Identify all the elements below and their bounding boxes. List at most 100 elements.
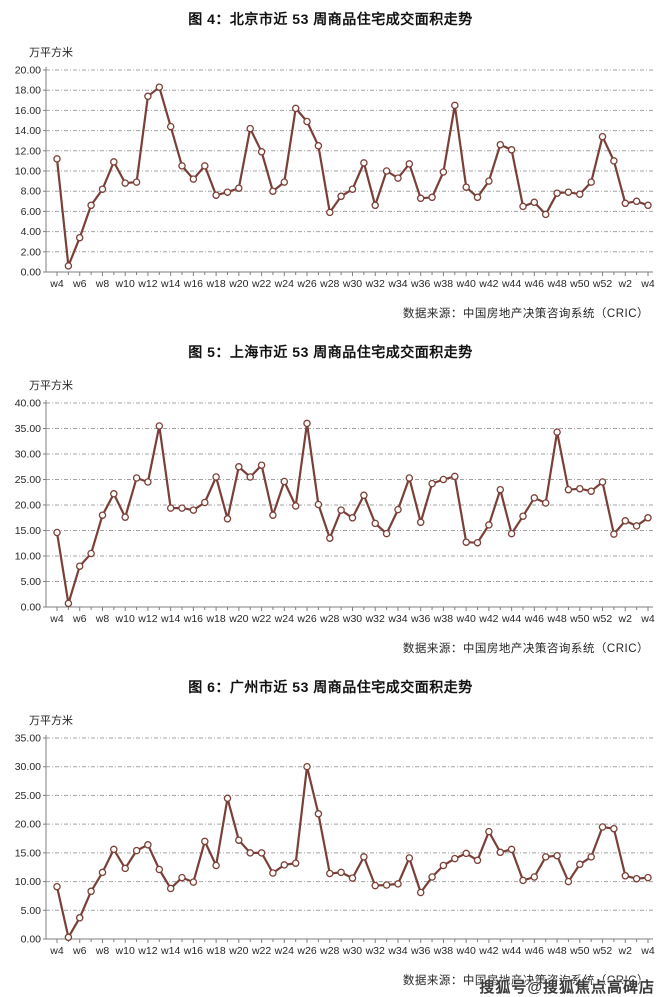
- data-point-marker: [257, 849, 266, 857]
- data-point-marker: [303, 762, 311, 771]
- data-point-marker: [280, 477, 289, 486]
- figure-beijing: 图 4：北京市近 53 周商品住宅成交面积走势 万平方米 0.00 2.00 4.0…: [0, 0, 661, 321]
- chart-title-beijing: 图 4：北京市近 53 周商品住宅成交面积走势: [188, 11, 473, 27]
- x-tick-label: w20: [228, 945, 248, 957]
- data-point-marker: [132, 846, 141, 855]
- x-tick-label: w22: [251, 945, 271, 957]
- data-point-marker: [405, 474, 414, 482]
- x-tick-label: w50: [569, 278, 589, 290]
- data-point-marker: [530, 198, 539, 207]
- data-point-marker: [98, 868, 107, 877]
- data-point-marker: [553, 851, 561, 860]
- x-tick-label: w16: [183, 613, 203, 625]
- data-point-marker: [553, 428, 561, 436]
- data-point-marker: [382, 881, 391, 889]
- data-point-marker: [598, 132, 607, 141]
- x-tick-label: w8: [95, 613, 110, 625]
- y-tick-label: 0.00: [21, 934, 42, 946]
- data-point-marker: [507, 845, 516, 854]
- x-tick-label: w30: [342, 613, 362, 625]
- x-tick-label: w52: [592, 613, 612, 625]
- x-tick-label: w26: [296, 278, 316, 290]
- x-tick-label: w18: [205, 278, 225, 290]
- x-tick-label: w2: [618, 278, 633, 290]
- x-tick-label: w14: [160, 613, 180, 625]
- x-tick-label: w52: [592, 278, 612, 290]
- x-tick-label: w32: [365, 613, 385, 625]
- data-point-marker: [212, 861, 220, 870]
- data-point-marker: [75, 233, 84, 242]
- x-tick-label: w28: [319, 278, 339, 290]
- data-point-marker: [337, 192, 345, 201]
- figure-shanghai: 图 5：上海市近 53 周商品住宅成交面积走势 万平方米 0.00 5.00 10.…: [0, 321, 661, 656]
- x-tick-label: w12: [137, 945, 157, 957]
- x-tick-label: w42: [478, 613, 498, 625]
- y-tick-label: 25.00: [15, 474, 41, 486]
- data-point-marker: [644, 514, 652, 522]
- data-point-marker: [53, 882, 61, 891]
- data-point-marker: [246, 473, 254, 481]
- data-point-marker: [326, 208, 334, 217]
- data-point-marker: [485, 177, 493, 185]
- data-point-marker: [598, 823, 607, 831]
- y-tick-label: 5.00: [21, 905, 42, 917]
- x-tick-label: w36: [410, 278, 430, 290]
- data-point-marker: [98, 185, 107, 193]
- x-tick-label: w50: [569, 945, 589, 957]
- data-point-marker: [155, 865, 164, 874]
- data-point-marker: [416, 888, 425, 897]
- data-point-marker: [189, 506, 198, 514]
- data-point-marker: [473, 856, 482, 865]
- data-point-marker: [564, 877, 573, 886]
- x-tick-label: w36: [410, 613, 430, 625]
- y-tick-label: 40.00: [15, 398, 41, 410]
- x-tick-label: w48: [546, 278, 566, 290]
- data-point-marker: [576, 190, 584, 198]
- data-point-marker: [235, 836, 243, 844]
- x-tick-label: w48: [546, 613, 566, 625]
- y-tick-label: 30.00: [15, 761, 41, 773]
- data-point-marker: [348, 185, 357, 193]
- data-point-marker: [212, 191, 220, 199]
- data-point-marker: [644, 201, 652, 210]
- y-tick-label: 16.00: [15, 105, 41, 117]
- beijing-line-chart: 0.00 2.00 4.00 6.00 8.00 10.00 12.00 14.00 16.00…: [15, 65, 655, 291]
- data-point-marker: [360, 159, 368, 167]
- x-tick-label: w10: [115, 613, 135, 625]
- data-point-marker: [485, 521, 493, 529]
- data-point-marker: [223, 188, 232, 196]
- data-point-marker: [632, 522, 641, 530]
- data-point-marker: [348, 514, 357, 522]
- y-tick-label: 0.00: [21, 267, 42, 279]
- data-point-marker: [576, 860, 584, 869]
- x-tick-label: w18: [205, 613, 225, 625]
- x-tick-label: w50: [569, 613, 589, 625]
- x-tick-label: w28: [319, 945, 339, 957]
- x-tick-label: w46: [524, 613, 544, 625]
- data-point-marker: [246, 124, 254, 133]
- x-tick-label: w26: [296, 945, 316, 957]
- data-point-marker: [371, 881, 379, 890]
- x-tick-label: w6: [72, 613, 87, 625]
- x-tick-label: w2: [618, 613, 633, 625]
- data-point-marker: [212, 473, 220, 481]
- x-tick-label: w42: [478, 945, 498, 957]
- x-tick-label: w14: [160, 945, 180, 957]
- data-point-marker: [246, 849, 254, 857]
- x-tick-label: w38: [433, 278, 453, 290]
- data-point-marker: [144, 478, 152, 486]
- x-tick-label: w16: [183, 945, 203, 957]
- y-tick-label: 4.00: [21, 226, 42, 238]
- y-tick-label: 6.00: [21, 206, 42, 218]
- data-point-marker: [155, 422, 164, 430]
- data-point-marker: [178, 873, 186, 882]
- data-point-marker: [621, 872, 630, 880]
- data-point-marker: [394, 505, 402, 514]
- x-tick-label: w38: [433, 613, 453, 625]
- y-tick-label: 35.00: [15, 423, 41, 435]
- data-point-marker: [223, 794, 232, 803]
- data-point-marker: [166, 122, 175, 131]
- data-point-marker: [314, 142, 323, 150]
- data-point-marker: [303, 117, 311, 126]
- data-point-marker: [632, 197, 641, 206]
